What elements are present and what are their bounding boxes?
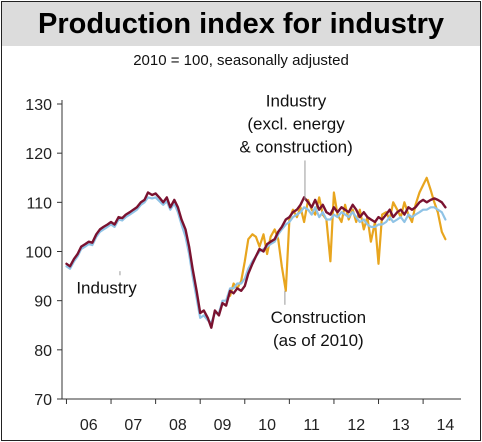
x-tick-label: 12: [347, 417, 365, 434]
chart-subtitle: 2010 = 100, seasonally adjusted: [133, 52, 349, 69]
chart-title: Production index for industry: [37, 7, 444, 40]
title-bar: Production index for industry: [2, 2, 480, 46]
x-tick-label: 07: [124, 417, 142, 434]
x-tick-label: 10: [258, 417, 276, 434]
x-tick-label: 11: [303, 417, 320, 434]
series-line-2: [229, 176, 447, 297]
x-tick-label: 13: [392, 417, 410, 434]
x-tick-label: 06: [80, 417, 98, 434]
x-tick-label: 14: [436, 417, 454, 434]
annotation-label: (excl. energy: [247, 114, 345, 133]
y-tick-label: 70: [34, 392, 52, 409]
annotation-label: Industry: [266, 91, 327, 110]
series-line-0: [65, 191, 447, 329]
y-tick-label: 110: [26, 195, 52, 212]
y-tick-label: 100: [25, 245, 52, 262]
x-tick-label: 08: [169, 417, 187, 434]
annotation-label: Construction: [271, 308, 366, 327]
annotation-label: (as of 2010): [273, 331, 364, 350]
y-tick-label: 120: [25, 146, 52, 163]
annotation-label: & construction): [239, 137, 352, 156]
x-tick-label: 09: [214, 417, 232, 434]
y-tick-label: 130: [25, 97, 52, 114]
annotation-label: Industry: [76, 278, 137, 297]
y-tick-label: 80: [34, 343, 52, 360]
y-tick-label: 90: [34, 294, 52, 311]
